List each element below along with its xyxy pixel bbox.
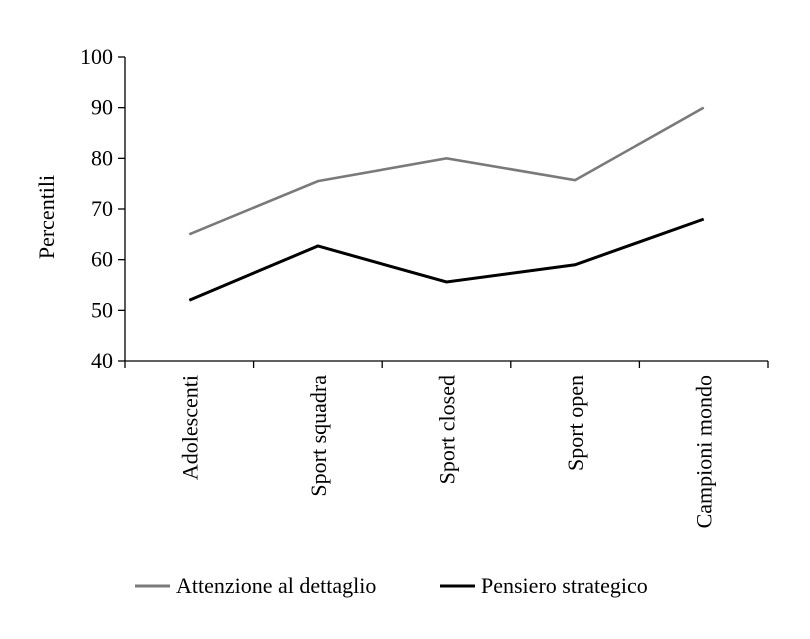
- y-tick-label: 70: [91, 196, 113, 221]
- y-tick-label: 50: [91, 297, 113, 322]
- x-category-label: Sport closed: [435, 375, 460, 484]
- y-tick-label: 40: [91, 348, 113, 373]
- x-category-label: Campioni mondo: [692, 375, 717, 528]
- series-line-2: [188, 217, 705, 302]
- y-tick-label: 100: [80, 44, 113, 69]
- x-category-label: Sport open: [563, 375, 588, 471]
- series-lines: [188, 106, 705, 302]
- axes: [124, 57, 768, 362]
- x-axis-ticks: Adolescenti Sport squadra Sport closed Spor…: [124, 361, 769, 528]
- y-tick-label: 60: [91, 247, 113, 272]
- series-line-1: [188, 106, 705, 236]
- legend-label: Pensiero strategico: [481, 573, 648, 598]
- legend: Attenzione al dettaglio Pensiero strategi…: [135, 573, 648, 598]
- x-category-label: Sport squadra: [306, 375, 331, 497]
- y-tick-label: 80: [91, 145, 113, 170]
- x-category-label: Adolescenti: [177, 375, 202, 480]
- y-axis-label: Percentili: [34, 175, 59, 259]
- y-tick-label: 90: [91, 95, 113, 120]
- y-axis-ticks: 40 50 60 70 80 90 100: [80, 44, 125, 373]
- legend-label: Attenzione al dettaglio: [176, 573, 376, 598]
